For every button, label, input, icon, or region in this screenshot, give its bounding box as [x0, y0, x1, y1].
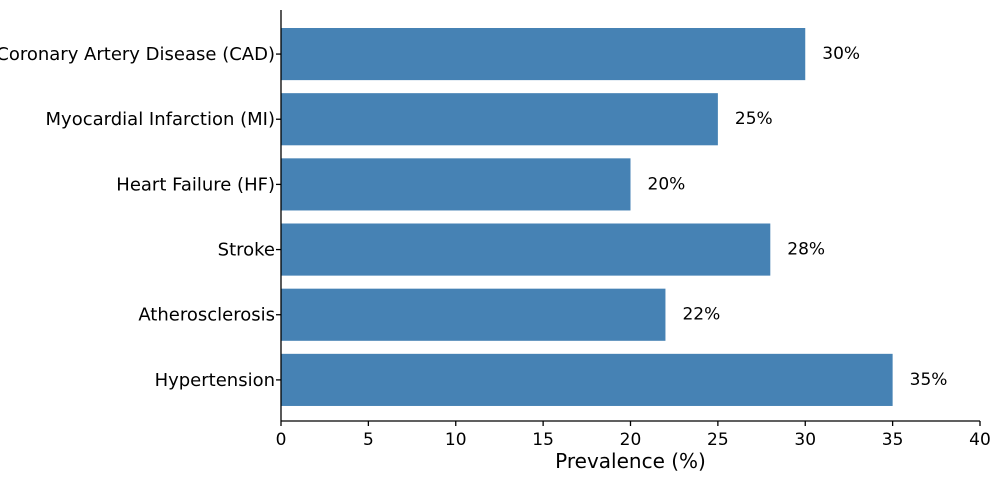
category-label: Myocardial Infarction (MI)	[46, 109, 275, 130]
value-label: 22%	[682, 305, 720, 325]
bar	[281, 28, 806, 81]
x-tick-label: 10	[445, 430, 467, 450]
x-tick-label: 35	[882, 430, 904, 450]
category-labels-group: Coronary Artery Disease (CAD) Myocardial …	[0, 44, 275, 391]
bar	[281, 93, 718, 146]
x-ticks-group: 0 5 10 15 20 25 30 35 40	[276, 53, 991, 450]
value-label: 35%	[910, 370, 948, 390]
x-tick-label: 5	[363, 430, 374, 450]
x-tick-label: 30	[794, 430, 816, 450]
value-label: 30%	[822, 44, 860, 64]
x-tick-label: 25	[707, 430, 729, 450]
value-label: 25%	[735, 109, 773, 129]
category-label: Heart Failure (HF)	[116, 174, 275, 195]
category-label: Stroke	[218, 240, 275, 261]
category-label: Hypertension	[155, 370, 275, 391]
bar	[281, 288, 666, 341]
x-tick-label: 15	[532, 430, 554, 450]
bar	[281, 353, 893, 406]
bar	[281, 158, 631, 211]
x-axis-title: Prevalence (%)	[555, 449, 706, 473]
bar	[281, 223, 771, 276]
x-tick-label: 40	[969, 430, 991, 450]
category-label: Atherosclerosis	[138, 305, 275, 326]
category-label: Coronary Artery Disease (CAD)	[0, 44, 275, 65]
bars-group	[281, 28, 893, 406]
value-label: 28%	[787, 240, 825, 260]
x-tick-label: 20	[620, 430, 642, 450]
value-labels-group: 30% 25% 20% 28% 22% 35%	[648, 44, 948, 390]
x-tick-label: 0	[276, 430, 287, 450]
value-label: 20%	[648, 174, 686, 194]
